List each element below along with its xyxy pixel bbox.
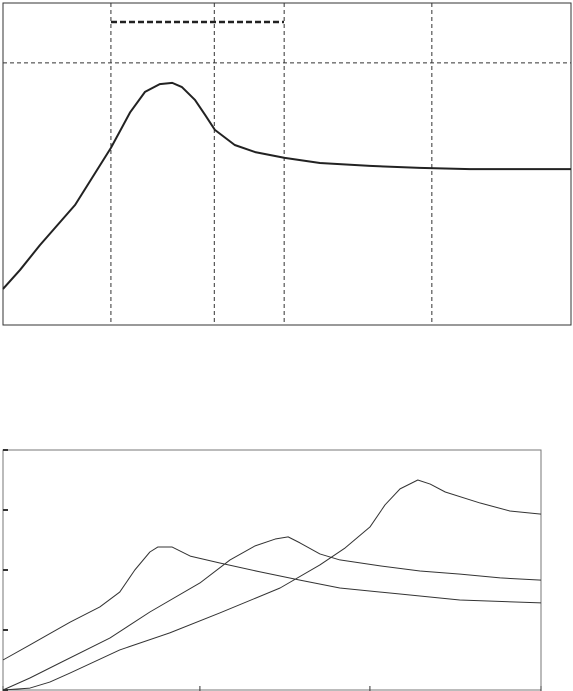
plot-frame	[2, 2, 572, 326]
data-line	[2, 546, 542, 661]
data-line	[2, 479, 542, 691]
plot-frame	[2, 449, 542, 691]
data-line	[2, 536, 542, 691]
data-line	[2, 81, 571, 290]
